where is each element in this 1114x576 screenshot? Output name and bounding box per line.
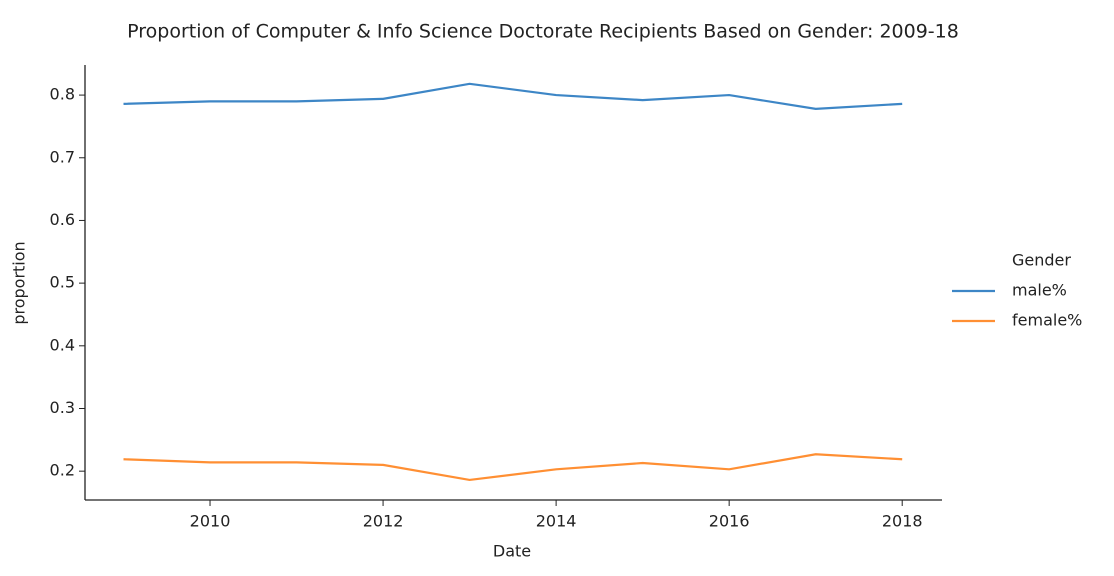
y-tick-label: 0.7 bbox=[50, 147, 75, 166]
legend-label: female% bbox=[1012, 311, 1082, 330]
legend-title: Gender bbox=[1012, 251, 1071, 270]
x-tick-label: 2010 bbox=[190, 512, 231, 531]
y-axis-label: proportion bbox=[10, 241, 29, 324]
line-series bbox=[123, 453, 903, 482]
y-tick-label: 0.5 bbox=[50, 273, 75, 292]
x-tick-label: 2016 bbox=[709, 512, 750, 531]
line-series bbox=[123, 82, 903, 110]
x-tick-label: 2012 bbox=[363, 512, 404, 531]
legend-label: male% bbox=[1012, 281, 1067, 300]
x-tick-label: 2018 bbox=[882, 512, 923, 531]
y-tick-label: 0.4 bbox=[50, 335, 75, 354]
chart-title: Proportion of Computer & Info Science Do… bbox=[127, 21, 959, 43]
y-tick-label: 0.2 bbox=[50, 461, 75, 480]
y-tick-label: 0.8 bbox=[50, 85, 75, 104]
y-tick-label: 0.3 bbox=[50, 398, 75, 417]
x-axis-label: Date bbox=[493, 542, 531, 561]
y-tick-label: 0.6 bbox=[50, 210, 75, 229]
x-tick-label: 2014 bbox=[536, 512, 577, 531]
